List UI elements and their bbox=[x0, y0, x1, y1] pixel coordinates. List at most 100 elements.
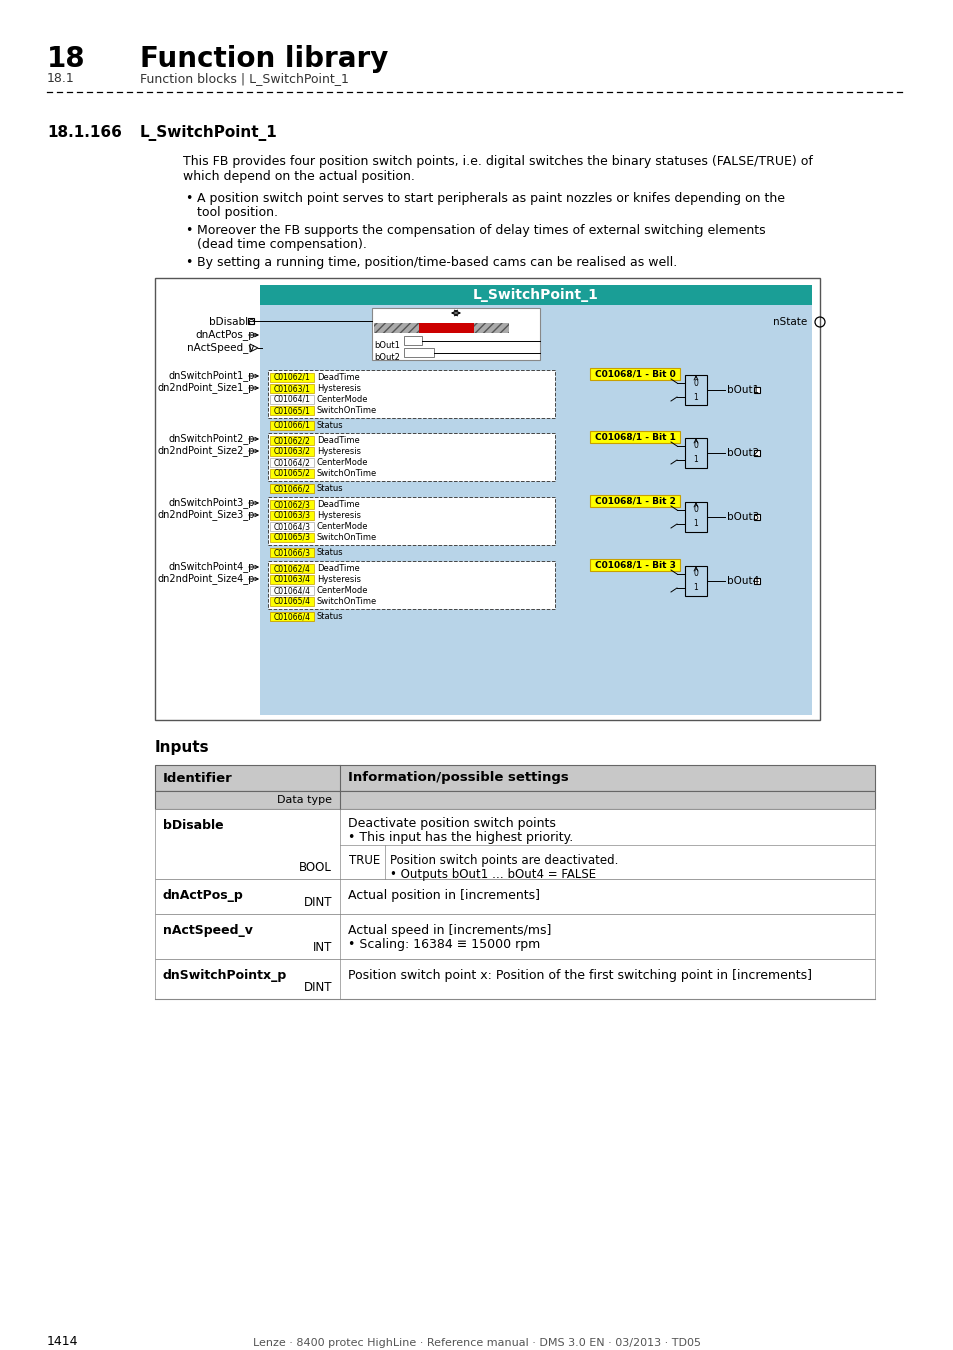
Text: Information/possible settings: Information/possible settings bbox=[348, 771, 568, 784]
Text: C01065/2: C01065/2 bbox=[274, 468, 310, 478]
Text: A position switch point serves to start peripherals as paint nozzles or knifes d: A position switch point serves to start … bbox=[196, 192, 784, 205]
FancyBboxPatch shape bbox=[372, 308, 539, 360]
FancyBboxPatch shape bbox=[589, 559, 679, 571]
Text: dn2ndPoint_Size3_p: dn2ndPoint_Size3_p bbox=[157, 509, 254, 521]
Text: dnSwitchPoint3_p: dnSwitchPoint3_p bbox=[169, 498, 254, 509]
Text: Inputs: Inputs bbox=[154, 740, 210, 755]
Text: C01064/1: C01064/1 bbox=[274, 396, 310, 404]
FancyBboxPatch shape bbox=[154, 809, 874, 879]
Text: C01066/3: C01066/3 bbox=[274, 548, 310, 558]
Text: 0: 0 bbox=[693, 378, 698, 387]
Text: bDisable: bDisable bbox=[163, 819, 223, 832]
Text: dn2ndPoint_Size4_p: dn2ndPoint_Size4_p bbox=[157, 574, 254, 585]
Text: DeadTime: DeadTime bbox=[316, 500, 359, 509]
Text: C01063/4: C01063/4 bbox=[274, 575, 310, 585]
FancyBboxPatch shape bbox=[270, 564, 314, 572]
Text: C01068/1 - Bit 2: C01068/1 - Bit 2 bbox=[594, 497, 675, 505]
FancyBboxPatch shape bbox=[270, 522, 314, 531]
FancyBboxPatch shape bbox=[589, 431, 679, 443]
Text: BOOL: BOOL bbox=[299, 861, 332, 873]
Text: Function blocks | L_SwitchPoint_1: Function blocks | L_SwitchPoint_1 bbox=[140, 72, 349, 85]
FancyBboxPatch shape bbox=[270, 396, 314, 404]
Text: Hysteresis: Hysteresis bbox=[316, 447, 360, 456]
Text: Actual position in [increments]: Actual position in [increments] bbox=[348, 890, 539, 902]
Text: 1: 1 bbox=[693, 455, 698, 464]
Text: CenterMode: CenterMode bbox=[316, 522, 368, 531]
FancyBboxPatch shape bbox=[684, 375, 706, 405]
Text: TRUE: TRUE bbox=[349, 855, 379, 867]
Text: C01063/2: C01063/2 bbox=[274, 447, 310, 456]
FancyBboxPatch shape bbox=[589, 495, 679, 508]
Text: dnSwitchPoint4_p: dnSwitchPoint4_p bbox=[169, 562, 254, 572]
FancyBboxPatch shape bbox=[418, 323, 474, 333]
Text: 0: 0 bbox=[693, 505, 698, 514]
Text: bOut3: bOut3 bbox=[726, 512, 759, 522]
FancyBboxPatch shape bbox=[270, 421, 314, 431]
Text: Identifier: Identifier bbox=[163, 771, 233, 784]
Text: Position switch point x: Position of the first switching point in [increments]: Position switch point x: Position of the… bbox=[348, 969, 811, 981]
Text: 1: 1 bbox=[693, 393, 698, 401]
FancyBboxPatch shape bbox=[248, 319, 253, 324]
Text: bOut4: bOut4 bbox=[726, 576, 759, 586]
Text: L_SwitchPoint_1: L_SwitchPoint_1 bbox=[140, 126, 277, 140]
Text: C01066/2: C01066/2 bbox=[274, 485, 310, 493]
FancyBboxPatch shape bbox=[270, 447, 314, 456]
Text: DINT: DINT bbox=[303, 896, 332, 909]
Text: C01068/1 - Bit 3: C01068/1 - Bit 3 bbox=[594, 560, 675, 570]
Text: 0: 0 bbox=[693, 441, 698, 451]
Text: C01065/1: C01065/1 bbox=[274, 406, 310, 414]
Text: CenterMode: CenterMode bbox=[316, 458, 368, 467]
Text: dnActPos_p: dnActPos_p bbox=[195, 329, 254, 340]
Text: Status: Status bbox=[316, 612, 343, 621]
Text: which depend on the actual position.: which depend on the actual position. bbox=[183, 170, 415, 184]
Text: Function library: Function library bbox=[140, 45, 388, 73]
Text: 18: 18 bbox=[47, 45, 86, 73]
Text: Hysteresis: Hysteresis bbox=[316, 383, 360, 393]
FancyBboxPatch shape bbox=[270, 458, 314, 467]
FancyBboxPatch shape bbox=[589, 369, 679, 379]
FancyBboxPatch shape bbox=[753, 450, 760, 456]
Text: 18.1.166: 18.1.166 bbox=[47, 126, 122, 140]
Text: DeadTime: DeadTime bbox=[316, 373, 359, 382]
FancyBboxPatch shape bbox=[268, 497, 555, 545]
FancyBboxPatch shape bbox=[270, 612, 314, 621]
Text: •: • bbox=[185, 192, 193, 205]
Text: (dead time compensation).: (dead time compensation). bbox=[196, 238, 367, 251]
Text: C01062/1: C01062/1 bbox=[274, 373, 310, 382]
Text: C01068/1 - Bit 0: C01068/1 - Bit 0 bbox=[594, 370, 675, 378]
Text: • Outputs bOut1 … bOut4 = FALSE: • Outputs bOut1 … bOut4 = FALSE bbox=[390, 868, 596, 882]
Text: 18.1: 18.1 bbox=[47, 72, 74, 85]
FancyBboxPatch shape bbox=[403, 336, 421, 346]
Text: dnSwitchPoint1_p: dnSwitchPoint1_p bbox=[169, 370, 254, 382]
Text: CenterMode: CenterMode bbox=[316, 586, 368, 595]
Text: nActSpeed_v: nActSpeed_v bbox=[188, 343, 254, 354]
FancyBboxPatch shape bbox=[270, 512, 314, 520]
Text: nState: nState bbox=[772, 317, 806, 327]
FancyBboxPatch shape bbox=[154, 791, 874, 809]
Text: bOut1: bOut1 bbox=[374, 340, 399, 350]
Text: 1: 1 bbox=[693, 520, 698, 528]
FancyBboxPatch shape bbox=[154, 879, 874, 914]
FancyBboxPatch shape bbox=[270, 485, 314, 493]
Text: Status: Status bbox=[316, 548, 343, 558]
FancyBboxPatch shape bbox=[268, 562, 555, 609]
FancyBboxPatch shape bbox=[154, 278, 820, 720]
Text: tool position.: tool position. bbox=[196, 207, 277, 219]
FancyBboxPatch shape bbox=[270, 406, 314, 414]
Text: Actual speed in [increments/ms]: Actual speed in [increments/ms] bbox=[348, 923, 551, 937]
FancyBboxPatch shape bbox=[270, 597, 314, 606]
Text: DeadTime: DeadTime bbox=[316, 564, 359, 572]
Text: SwitchOnTime: SwitchOnTime bbox=[316, 533, 376, 541]
Text: Status: Status bbox=[316, 485, 343, 493]
Text: C01068/1 - Bit 1: C01068/1 - Bit 1 bbox=[594, 432, 675, 441]
Text: dn2ndPoint_Size2_p: dn2ndPoint_Size2_p bbox=[157, 446, 254, 456]
FancyBboxPatch shape bbox=[270, 575, 314, 585]
FancyBboxPatch shape bbox=[260, 285, 811, 305]
FancyBboxPatch shape bbox=[154, 914, 874, 958]
FancyBboxPatch shape bbox=[268, 433, 555, 481]
Text: C01062/2: C01062/2 bbox=[274, 436, 310, 446]
FancyBboxPatch shape bbox=[268, 370, 555, 418]
Text: Data type: Data type bbox=[276, 795, 332, 805]
Text: bOut2: bOut2 bbox=[726, 448, 759, 458]
Text: •: • bbox=[185, 256, 193, 269]
